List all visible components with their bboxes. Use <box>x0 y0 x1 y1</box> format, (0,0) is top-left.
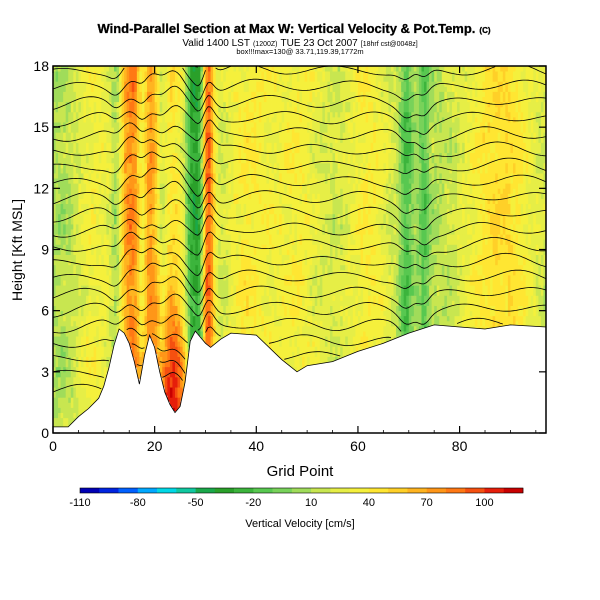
x-tick-label: 60 <box>350 438 366 454</box>
colorbar-swatch <box>234 488 254 493</box>
velocity-field <box>53 66 546 428</box>
isentrope-line <box>53 85 546 119</box>
terrain-mask <box>52 324 547 434</box>
x-tick-label: 0 <box>49 438 57 454</box>
colorbar-tick-label: 40 <box>363 497 375 509</box>
colorbar-tick-label: -50 <box>188 497 204 509</box>
colorbar-label: Vertical Velocity [cm/s] <box>245 518 354 530</box>
chart-title: Wind-Parallel Section at Max W: Vertical… <box>97 21 490 36</box>
isentrope-line <box>53 151 546 182</box>
colorbar-swatch <box>484 488 505 493</box>
isentrope-line <box>53 262 546 293</box>
x-tick-label: 80 <box>452 438 468 454</box>
x-axis-label: Grid Point <box>267 463 335 480</box>
colorbar-swatch <box>137 488 158 493</box>
colorbar-swatch <box>465 488 485 493</box>
colorbar-swatch <box>176 488 196 493</box>
isentrope-line <box>53 231 546 258</box>
y-tick-label: 6 <box>41 303 49 319</box>
isentrope-line <box>53 166 546 197</box>
colorbar-swatch <box>388 488 408 493</box>
colorbar-frame <box>79 487 524 494</box>
isentrope-line <box>53 180 546 214</box>
x-tick-label: 20 <box>147 438 163 454</box>
y-tick-label: 12 <box>33 180 49 196</box>
colorbar-swatch <box>445 488 466 493</box>
colorbar-tick-label: -110 <box>69 497 90 509</box>
colorbar-swatch <box>291 488 312 493</box>
isentrope-line <box>53 136 546 162</box>
y-tick-label: 9 <box>41 242 49 258</box>
isentrope-line <box>53 215 546 246</box>
isentrope-line <box>53 326 392 348</box>
isentrope-line <box>53 276 546 309</box>
colorbar-swatch <box>80 488 100 493</box>
y-axis-label: Height [Kft MSL] <box>9 199 25 301</box>
y-tick-label: 18 <box>33 58 49 74</box>
colorbar-swatch <box>118 488 139 493</box>
colorbar-tick-label: -80 <box>130 497 146 509</box>
colorbar-swatch <box>99 488 119 493</box>
isentrope-line <box>53 119 546 150</box>
colorbar-swatch <box>503 488 524 493</box>
colorbar-swatch <box>330 488 350 493</box>
box-max-line: box!!!max=130@ 33.71,119.39,1772m <box>236 47 363 56</box>
isentrope-line <box>53 70 546 101</box>
isentrope-line <box>53 359 186 378</box>
colorbar-tick-label: 100 <box>475 497 493 509</box>
y-tick-label: 0 <box>41 425 49 441</box>
isentrope-line <box>53 66 546 87</box>
colorbar-swatch <box>214 488 235 493</box>
colorbar-swatch <box>349 488 370 493</box>
colorbar-tick-label: 70 <box>421 497 433 509</box>
colorbar-swatch <box>253 488 273 493</box>
colorbar-swatch <box>195 488 216 493</box>
x-tick-label: 40 <box>249 438 265 454</box>
colorbar-swatch <box>157 488 177 493</box>
y-tick-label: 15 <box>33 119 49 135</box>
isentrope-line <box>53 293 546 325</box>
colorbar-tick-label: -20 <box>245 497 261 509</box>
isentrope-line <box>53 247 546 277</box>
isentropes <box>53 66 546 393</box>
colorbar-swatch <box>272 488 293 493</box>
colorbar-swatch <box>407 488 427 493</box>
isentrope-line <box>53 199 546 230</box>
isentrope-line <box>53 343 341 362</box>
colorbar-swatch <box>368 488 389 493</box>
colorbar-swatch <box>426 488 447 493</box>
y-tick-label: 3 <box>41 364 49 380</box>
colorbar-tick-label: 10 <box>305 497 317 509</box>
colorbar-swatch <box>311 488 331 493</box>
isentrope-line <box>53 105 546 135</box>
valid-time-line: Valid 1400 LST (1200Z) TUE 23 Oct 2007 [18h… <box>182 38 417 49</box>
isentrope-line <box>53 372 183 393</box>
